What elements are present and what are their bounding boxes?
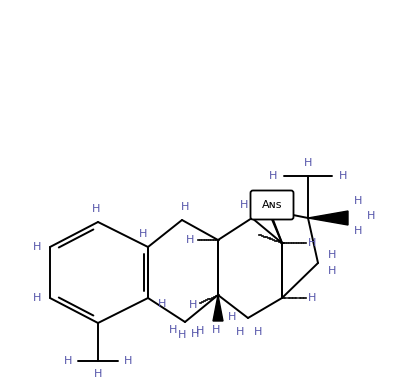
Text: H: H [339,171,347,181]
Polygon shape [213,295,223,321]
Text: H: H [269,192,277,202]
Polygon shape [308,211,348,225]
Text: H: H [181,202,189,212]
Text: H: H [240,200,248,210]
Text: H: H [178,330,186,340]
Text: H: H [236,327,244,337]
Text: H: H [33,242,41,252]
Text: H: H [158,299,166,309]
Text: H: H [124,356,132,366]
Text: H: H [228,312,236,322]
FancyBboxPatch shape [250,190,294,219]
Text: H: H [367,211,375,221]
Text: H: H [196,326,204,336]
Text: H: H [191,329,199,339]
Text: H: H [308,293,316,303]
Text: H: H [139,229,147,239]
Text: H: H [94,369,102,379]
Text: H: H [92,204,100,214]
Text: H: H [212,325,220,335]
Text: H: H [354,226,362,236]
Text: H: H [252,195,260,205]
Text: H: H [328,266,336,276]
Text: H: H [189,300,197,310]
Text: H: H [328,250,336,260]
Text: H: H [186,235,194,245]
Text: H: H [269,171,277,181]
Text: H: H [64,356,72,366]
Text: H: H [254,327,262,337]
Text: Aɴs: Aɴs [262,200,282,210]
Text: H: H [354,196,362,206]
Text: H: H [169,325,177,335]
Text: H: H [308,238,316,248]
Text: H: H [33,293,41,303]
Text: H: H [304,158,312,168]
